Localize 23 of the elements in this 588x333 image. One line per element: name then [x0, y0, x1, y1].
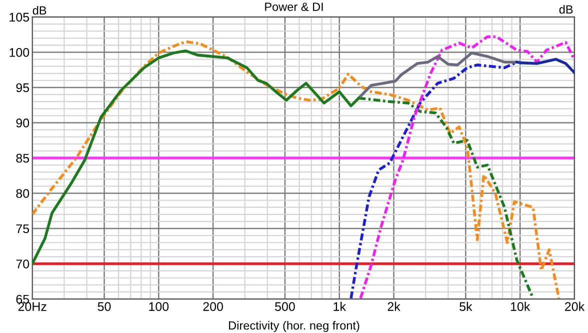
x-tick-label: 500 [275, 302, 295, 311]
text: Directivity (hor. neg front) [229, 320, 360, 332]
x-tick-label: 1k [334, 302, 346, 311]
y-tick-label: 100 [10, 48, 30, 57]
y-tick-label: 85 [16, 154, 30, 163]
y-axis-title: dB [32, 6, 46, 15]
y-tick-label: 70 [16, 260, 30, 268]
x-tick-label: 50 [98, 302, 111, 311]
x-tick-label: 20Hz [18, 302, 46, 311]
x-tick-label: 20k [565, 302, 585, 311]
y-tick-label: 95 [16, 83, 30, 92]
chart-title: Power & DI [265, 2, 323, 12]
text: dB [559, 4, 573, 14]
x-tick-label: 10k [510, 302, 530, 311]
y-tick-label: 75 [16, 224, 30, 234]
x-tick-label: 100 [149, 302, 169, 311]
x-tick-label: 5k [460, 302, 472, 311]
y-tick-label: 105 [10, 12, 30, 22]
y-tick-label: 80 [16, 189, 30, 198]
x-tick-label: 2k [388, 302, 400, 311]
x-tick-label: 200 [203, 302, 223, 311]
y-tick-label: 65 [16, 294, 30, 304]
y-tick-label: 90 [16, 118, 30, 128]
